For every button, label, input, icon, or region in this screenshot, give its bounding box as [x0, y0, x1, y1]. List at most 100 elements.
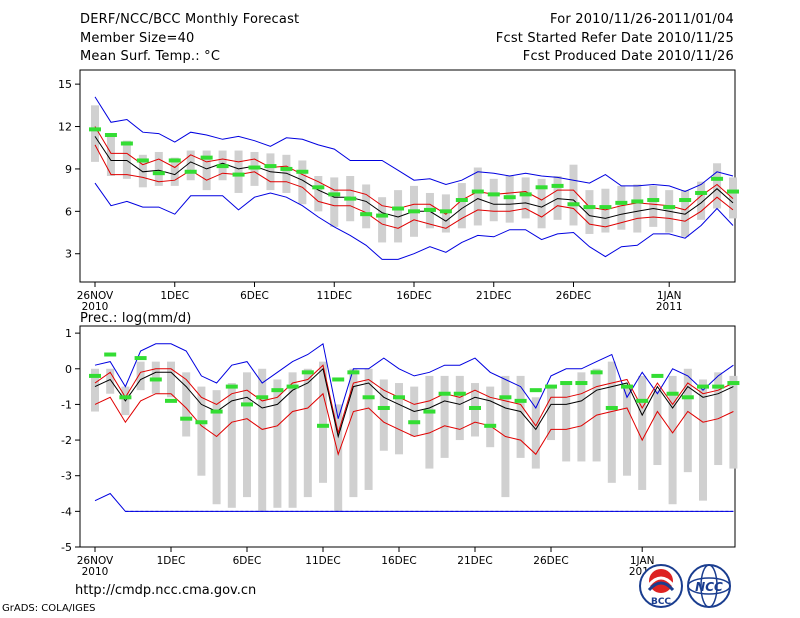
- panel1-ytick-label: 6: [65, 205, 72, 218]
- panel1-observed-marker: [264, 164, 277, 169]
- panel2-ytick-label: -4: [61, 505, 72, 518]
- panel1-observed-marker: [408, 209, 420, 214]
- forecast-title: DERF/NCC/BCC Monthly Forecast: [80, 12, 300, 27]
- panel2-frame: [79, 325, 736, 548]
- panel2-observed-marker: [651, 373, 664, 378]
- panel1-xtick-label: 6DEC: [240, 290, 269, 302]
- panel1-ensemble-box: [553, 176, 562, 220]
- panel2-observed-marker: [119, 395, 132, 400]
- panel1-observed-marker: [503, 195, 516, 200]
- panel1-observed-marker: [216, 164, 229, 169]
- panel1-observed-marker: [711, 176, 724, 181]
- panel1-ytick-label: 9: [65, 163, 72, 176]
- panel2-observed-marker: [149, 377, 162, 382]
- panel2-observed-marker: [560, 381, 573, 386]
- panel2-ensemble-box: [106, 368, 115, 394]
- panel2-ensemble-box: [182, 372, 191, 437]
- started-date: Fcst Started Refer Date 2010/11/25: [495, 31, 734, 46]
- panel2-ensemble-box: [227, 383, 236, 508]
- panel2-ensemble-box: [349, 368, 358, 498]
- panel2-ensemble-box: [334, 404, 343, 512]
- panel2-observed-marker: [681, 395, 694, 400]
- panel1-ensemble-box: [633, 184, 642, 233]
- panel1-ensemble-box: [649, 185, 658, 227]
- panel2-observed-marker: [271, 388, 284, 393]
- panel1-frame: [79, 69, 736, 283]
- panel1-ensemble-box: [234, 150, 243, 193]
- panel1-observed-marker: [120, 141, 133, 146]
- panel2-ensemble-box: [653, 390, 662, 466]
- panel2-observed-marker: [286, 384, 299, 389]
- panel1-xtick-label: 26NOV: [77, 290, 114, 302]
- panel1-observed-marker: [567, 202, 580, 207]
- member-size: Member Size=40: [80, 31, 195, 46]
- panel1-observed-marker: [599, 205, 612, 210]
- panel1-observed-marker: [679, 198, 692, 203]
- panel1-series-mean_minus: [94, 144, 734, 229]
- panel1-ensemble-box: [697, 181, 706, 220]
- panel2-observed-marker: [605, 405, 618, 410]
- panel2-observed-marker: [727, 381, 740, 386]
- panel2-series-min: [94, 492, 734, 512]
- panel2-ensemble-box: [197, 386, 206, 476]
- panel1-xtick-year-label: 2010: [82, 301, 109, 313]
- panel1-ensemble-box: [585, 190, 594, 234]
- panel1-ensemble-box: [617, 185, 626, 230]
- panel1-ensemble-box: [601, 188, 610, 233]
- panel1-ensemble-box: [378, 197, 387, 243]
- panel2-observed-marker: [134, 356, 147, 361]
- panel2-observed-marker: [636, 398, 649, 403]
- panel1-ensemble-box: [282, 154, 291, 193]
- panel1-ensemble-box: [489, 178, 498, 222]
- panel2-ensemble-box: [167, 361, 175, 398]
- panel2-ensemble-box: [455, 375, 464, 441]
- panel1-observed-marker: [312, 185, 325, 190]
- ncc-logo: NCC: [687, 564, 731, 608]
- panel2-observed-marker: [256, 395, 269, 400]
- panel1-ensemble-box: [394, 190, 403, 243]
- panel2-ensemble-box: [212, 390, 221, 505]
- panel2-ensemble-box: [364, 368, 373, 490]
- panel1-series-min: [94, 182, 734, 260]
- panel2-ensemble-box: [562, 383, 571, 462]
- panel1-observed-marker: [663, 205, 676, 210]
- panel2-ensemble-box: [243, 372, 251, 498]
- panel1-ensemble-box: [441, 194, 450, 233]
- panel2-observed-marker: [89, 373, 101, 378]
- panel2-xtick-label: 26DEC: [533, 555, 568, 567]
- panel1-ytick-label: 12: [58, 121, 72, 134]
- panel2-observed-marker: [393, 395, 405, 400]
- panel1-observed-marker: [647, 198, 660, 203]
- panel2-ensemble-box: [577, 372, 586, 462]
- panel1-observed-marker: [439, 209, 452, 214]
- panel1-observed-marker: [583, 205, 596, 210]
- panel2-ensemble-box: [425, 375, 434, 469]
- panel1-observed-marker: [344, 196, 357, 201]
- panel2-ytick-label: 0: [65, 363, 72, 376]
- panel2-observed-marker: [301, 370, 314, 375]
- panel2-xtick-label: 6DEC: [233, 555, 262, 567]
- panel2-observed-marker: [453, 391, 466, 396]
- panel2-observed-marker: [210, 409, 223, 414]
- panel1-observed-marker: [200, 155, 213, 160]
- panel2-observed-marker: [529, 388, 542, 393]
- panel1-observed-marker: [727, 189, 739, 194]
- footer-url[interactable]: http://cmdp.ncc.cma.gov.cn: [75, 583, 257, 598]
- panel2-ytick-label: -3: [61, 470, 72, 483]
- forecast-period: For 2010/11/26-2011/01/04: [550, 12, 734, 27]
- panel1-ensemble-box: [154, 151, 163, 186]
- panel2-observed-marker: [165, 398, 177, 403]
- panel2-xtick-label: 1JAN: [630, 555, 655, 567]
- panel2-observed-marker: [225, 384, 238, 389]
- panel2-observed-marker: [347, 370, 360, 375]
- panel2-ensemble-box: [91, 368, 99, 412]
- panel1-xtick-label: 1DEC: [160, 290, 189, 302]
- panel2-xtick-label: 1DEC: [157, 555, 186, 567]
- panel2-observed-marker: [408, 420, 421, 425]
- panel1-xtick-label: 21DEC: [476, 290, 511, 302]
- panel1-ytick-label: 3: [65, 248, 72, 261]
- panel1-observed-marker: [423, 207, 436, 212]
- bcc-logo-text: BCC: [651, 597, 671, 607]
- panel1-ensemble-box: [569, 164, 578, 226]
- panel2-observed-marker: [499, 395, 512, 400]
